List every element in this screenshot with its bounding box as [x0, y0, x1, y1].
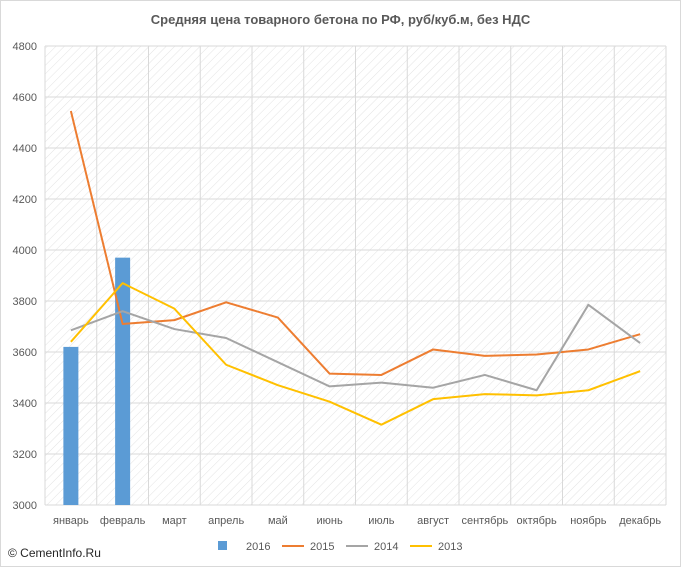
y-tick-label: 3000 [13, 500, 37, 512]
x-tick-label: январь [53, 515, 89, 527]
x-tick-label: май [268, 515, 288, 527]
x-tick-label: июль [368, 515, 395, 527]
line-series [69, 110, 641, 426]
x-tick-label: март [162, 515, 187, 527]
legend-label-2015: 2015 [310, 541, 334, 553]
chart-title: Средняя цена товарного бетона по РФ, руб… [150, 12, 531, 27]
y-tick-label: 3200 [13, 449, 37, 461]
legend-label-2016: 2016 [246, 541, 270, 553]
line-2013 [70, 282, 641, 426]
legend-label-2013: 2013 [438, 541, 462, 553]
y-tick-label: 4400 [13, 143, 37, 155]
y-tick-label: 4000 [13, 245, 37, 257]
bar-series [63, 257, 131, 505]
y-tick-label: 3400 [13, 398, 37, 410]
legend-label-2014: 2014 [374, 541, 398, 553]
y-axis-ticks: 3000 3200 3400 3600 3800 4000 4200 4400 4600 4800 [13, 41, 37, 512]
legend-swatch-2016 [218, 541, 227, 550]
x-tick-label: февраль [100, 515, 146, 527]
x-axis-ticks: январь февраль март апрель май июнь июль август… [53, 515, 661, 527]
line-2014 [70, 303, 641, 392]
x-tick-label: декабрь [619, 515, 661, 527]
line-2015 [69, 110, 641, 376]
y-tick-label: 4800 [13, 41, 37, 53]
x-tick-label: август [417, 515, 449, 527]
x-tick-label: октябрь [517, 515, 557, 527]
copyright-text: © CementInfo.Ru [8, 546, 101, 560]
y-tick-label: 3600 [13, 347, 37, 359]
bar-2016 [115, 257, 131, 505]
y-tick-label: 3800 [13, 296, 37, 308]
y-tick-label: 4200 [13, 194, 37, 206]
bar-2016 [63, 346, 79, 505]
x-tick-label: ноябрь [570, 515, 607, 527]
legend: 2016 2015 2014 2013 [218, 541, 462, 553]
x-tick-label: сентябрь [461, 515, 508, 527]
x-tick-label: июнь [317, 515, 343, 527]
x-tick-label: апрель [208, 515, 244, 527]
y-tick-label: 4600 [13, 92, 37, 104]
gridlines [44, 45, 667, 506]
